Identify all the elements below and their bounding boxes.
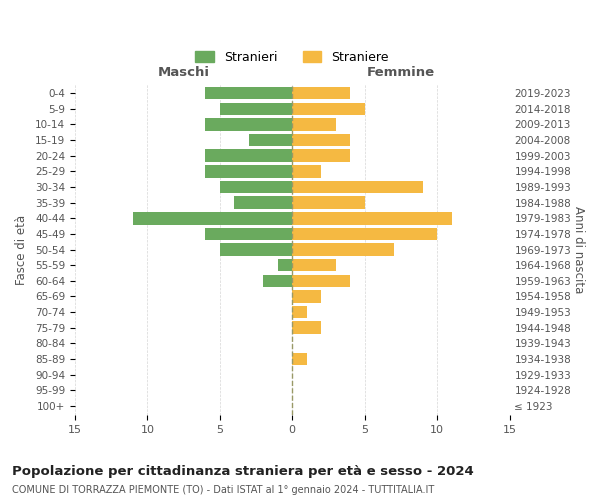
Bar <box>292 244 394 256</box>
Y-axis label: Fasce di età: Fasce di età <box>15 214 28 284</box>
Bar <box>220 244 292 256</box>
Bar <box>292 118 335 130</box>
Text: Femmine: Femmine <box>367 66 435 79</box>
Bar <box>292 212 452 224</box>
Bar <box>292 228 437 240</box>
Bar <box>292 150 350 162</box>
Bar <box>292 290 321 302</box>
Bar <box>292 196 365 209</box>
Bar <box>292 134 350 146</box>
Bar <box>292 165 321 177</box>
Bar <box>205 228 292 240</box>
Bar <box>292 274 350 287</box>
Bar <box>292 322 321 334</box>
Bar <box>205 165 292 177</box>
Bar <box>205 87 292 100</box>
Bar <box>220 102 292 115</box>
Bar <box>263 274 292 287</box>
Bar <box>220 180 292 194</box>
Bar <box>292 306 307 318</box>
Bar <box>292 180 422 194</box>
Text: COMUNE DI TORRAZZA PIEMONTE (TO) - Dati ISTAT al 1° gennaio 2024 - TUTTITALIA.IT: COMUNE DI TORRAZZA PIEMONTE (TO) - Dati … <box>12 485 434 495</box>
Bar <box>278 259 292 272</box>
Bar <box>205 118 292 130</box>
Bar <box>292 102 365 115</box>
Text: Maschi: Maschi <box>158 66 209 79</box>
Y-axis label: Anni di nascita: Anni di nascita <box>572 206 585 293</box>
Bar <box>234 196 292 209</box>
Bar <box>292 259 335 272</box>
Bar <box>292 87 350 100</box>
Text: Popolazione per cittadinanza straniera per età e sesso - 2024: Popolazione per cittadinanza straniera p… <box>12 465 474 478</box>
Bar <box>205 150 292 162</box>
Bar <box>292 352 307 365</box>
Bar <box>133 212 292 224</box>
Legend: Stranieri, Straniere: Stranieri, Straniere <box>192 47 393 68</box>
Bar <box>249 134 292 146</box>
